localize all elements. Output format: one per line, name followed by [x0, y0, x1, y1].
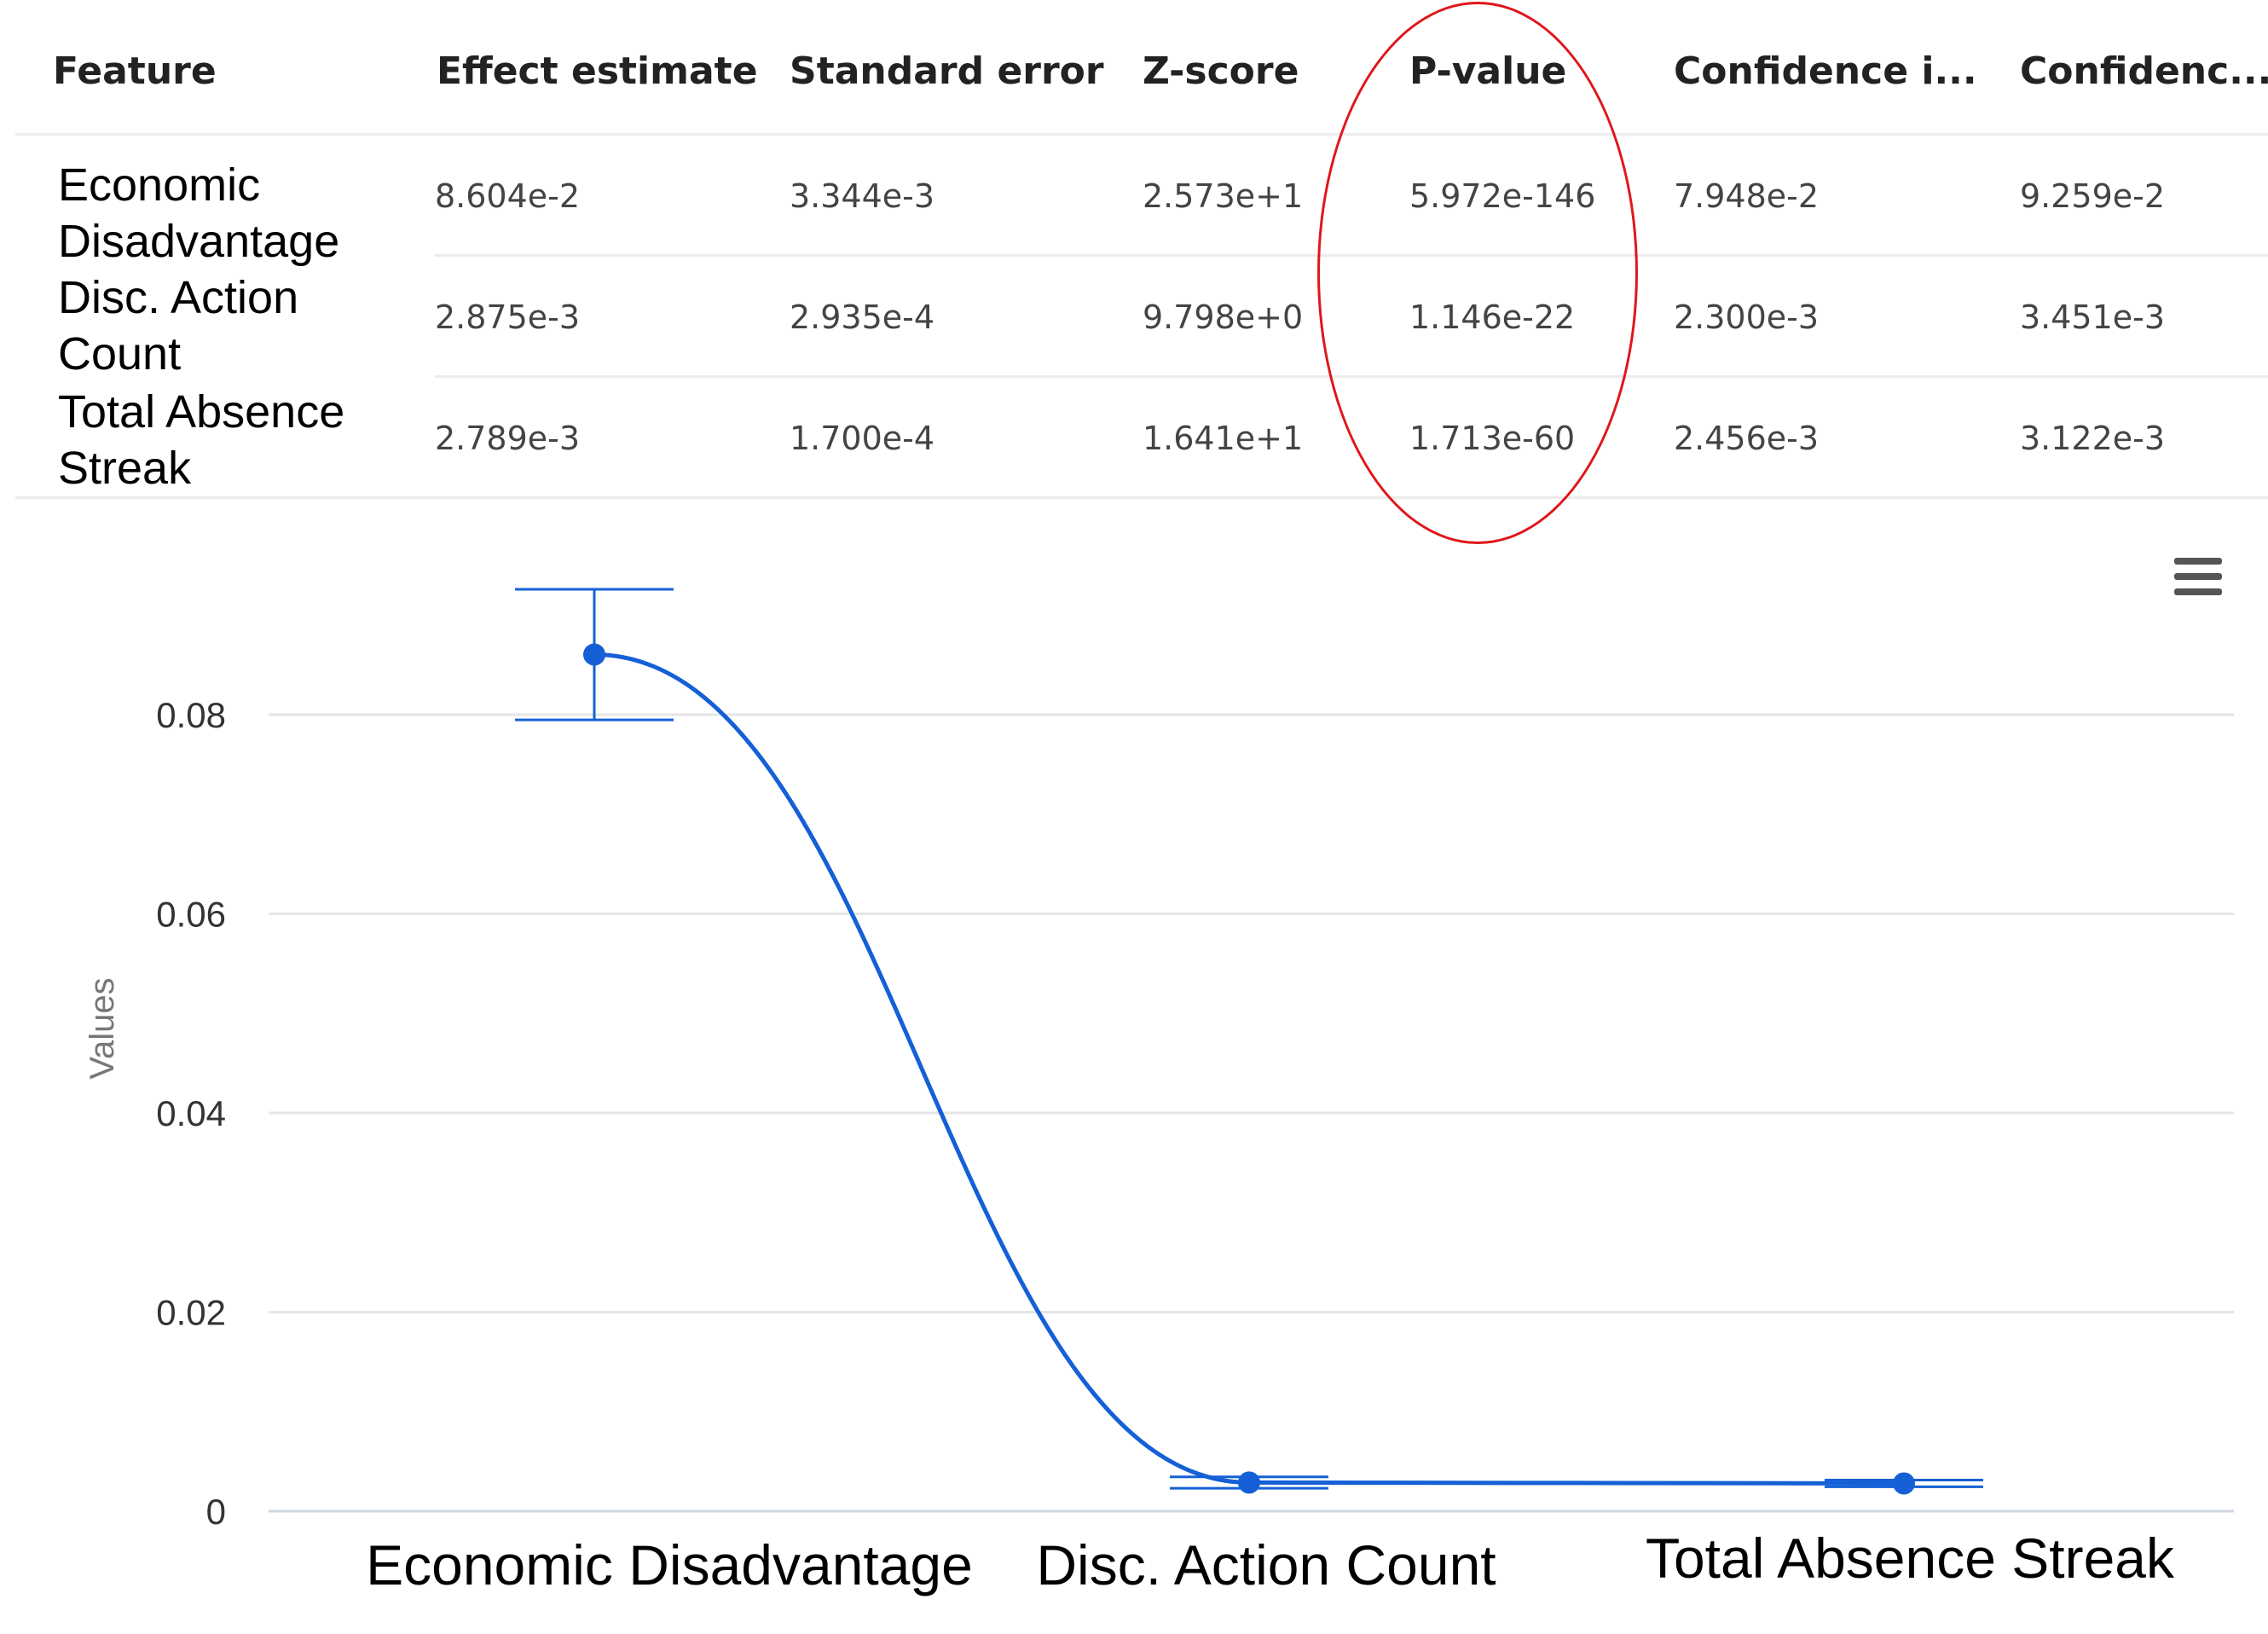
p-value-cell: 1.713e-60: [1409, 420, 1576, 457]
confidence-upper-cell: 3.451e-3: [2020, 298, 2166, 336]
standard-error-cell: 3.344e-3: [790, 177, 935, 215]
series-plot: [515, 588, 1983, 1495]
x-tick-label: Total Absence Streak: [1646, 1527, 2175, 1590]
y-tick-label: 0.08: [156, 695, 226, 735]
p-value-cell: 5.972e-146: [1409, 177, 1596, 215]
y-tick-label: 0.06: [156, 895, 226, 935]
p-value-cell: 1.146e-22: [1409, 298, 1576, 336]
z-score-cell: 9.798e+0: [1143, 298, 1304, 336]
feature-name-line: Disadvantage: [58, 216, 340, 267]
feature-name-line: Streak: [58, 443, 192, 494]
y-axis: 0 0.02 0.04 0.06 0.08 Values: [84, 695, 226, 1532]
x-axis: Economic Disadvantage Disc. Action Count T…: [366, 1527, 2175, 1596]
feature-name-line: Count: [58, 328, 182, 380]
column-header-z-score[interactable]: Z-score: [1143, 49, 1299, 93]
feature-cell: Economic Disadvantage: [58, 157, 339, 269]
column-header-p-value[interactable]: P-value: [1409, 49, 1567, 93]
y-tick-label: 0: [206, 1492, 226, 1532]
data-point[interactable]: [1238, 1471, 1260, 1494]
row-divider: [435, 375, 2268, 378]
standard-error-cell: 2.935e-4: [790, 298, 935, 336]
x-tick-label: Economic Disadvantage: [366, 1533, 973, 1596]
column-header-confidence-upper[interactable]: Confidenc...: [2020, 49, 2268, 93]
series-line: [593, 652, 1905, 1486]
row-divider: [15, 496, 2268, 499]
x-tick-label: Disc. Action Count: [1036, 1533, 1496, 1596]
standard-error-cell: 1.700e-4: [790, 420, 935, 457]
column-header-confidence-lower[interactable]: Confidence i...: [1674, 49, 1977, 93]
column-header-standard-error[interactable]: Standard error: [790, 49, 1104, 93]
effect-estimate-cell: 2.789e-3: [435, 420, 581, 457]
feature-cell: Total Absence Streak: [58, 384, 344, 496]
feature-cell: Disc. Action Count: [58, 269, 298, 382]
feature-name-line: Economic: [58, 159, 261, 211]
effect-estimate-cell: 8.604e-2: [435, 177, 581, 215]
hamburger-menu-icon[interactable]: [2173, 556, 2224, 597]
effect-estimate-cell: 2.875e-3: [435, 298, 581, 336]
confidence-upper-cell: 9.259e-2: [2020, 177, 2166, 215]
z-score-cell: 2.573e+1: [1143, 177, 1304, 215]
header-divider: [15, 133, 2268, 136]
row-divider: [435, 254, 2268, 257]
table-header: Feature Effect estimate Standard error Z…: [0, 0, 2268, 136]
z-score-cell: 1.641e+1: [1143, 420, 1304, 457]
data-point[interactable]: [583, 643, 605, 666]
grid-lines: [269, 713, 2234, 1513]
confidence-upper-cell: 3.122e-3: [2020, 420, 2166, 457]
feature-name-line: Disc. Action: [58, 272, 299, 323]
column-header-feature[interactable]: Feature: [53, 49, 217, 93]
data-point[interactable]: [1893, 1472, 1915, 1495]
feature-name-line: Total Absence: [58, 386, 345, 437]
confidence-lower-cell: 2.456e-3: [1674, 420, 1820, 457]
y-tick-label: 0.02: [156, 1293, 226, 1333]
line-chart: 0 0.02 0.04 0.06 0.08 Values Economic Disadva…: [84, 588, 2234, 1596]
column-header-effect-estimate[interactable]: Effect estimate: [437, 49, 758, 93]
confidence-lower-cell: 7.948e-2: [1674, 177, 1820, 215]
confidence-lower-cell: 2.300e-3: [1674, 298, 1820, 336]
y-tick-label: 0.04: [156, 1093, 226, 1133]
y-axis-title: Values: [84, 977, 121, 1079]
